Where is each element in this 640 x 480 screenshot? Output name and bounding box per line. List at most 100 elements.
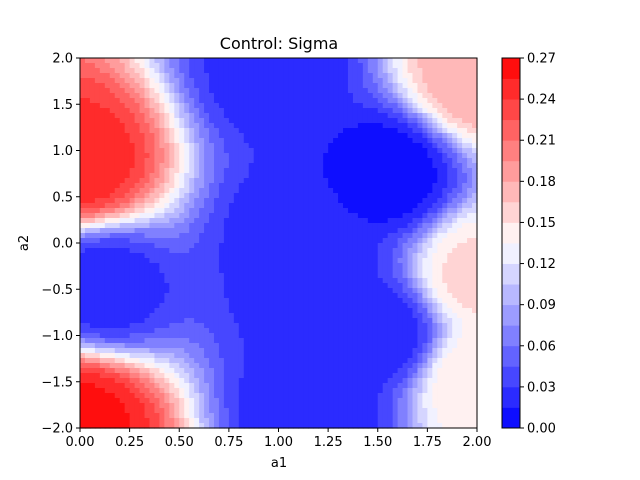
contour-cell bbox=[382, 263, 389, 269]
contour-cell bbox=[338, 283, 344, 289]
contour-cell bbox=[343, 298, 349, 304]
contour-cell bbox=[392, 68, 399, 74]
contour-cell bbox=[367, 168, 374, 174]
contour-cell bbox=[89, 193, 96, 199]
contour-cell bbox=[407, 198, 414, 204]
contour-cell bbox=[134, 153, 141, 159]
contour-cell bbox=[308, 163, 314, 169]
contour-cell bbox=[397, 218, 404, 224]
contour-cell bbox=[417, 228, 424, 234]
contour-cell bbox=[263, 178, 270, 184]
contour-cell bbox=[437, 283, 443, 289]
contour-cell bbox=[154, 143, 160, 149]
contour-cell bbox=[233, 298, 240, 304]
contour-cell bbox=[338, 238, 344, 244]
contour-cell bbox=[139, 308, 146, 314]
contour-cell bbox=[154, 198, 160, 204]
contour-cell bbox=[204, 243, 210, 249]
contour-cell bbox=[278, 93, 285, 99]
contour-cell bbox=[333, 288, 339, 294]
contour-cell bbox=[472, 118, 478, 124]
contour-cell bbox=[174, 343, 180, 349]
contour-cell bbox=[80, 308, 86, 314]
contour-cell bbox=[323, 293, 329, 299]
contour-cell bbox=[407, 103, 414, 109]
contour-cell bbox=[99, 343, 106, 349]
contour-cell bbox=[387, 233, 394, 239]
contour-cell bbox=[377, 298, 384, 304]
contour-cell bbox=[179, 178, 185, 184]
contour-cell bbox=[84, 153, 91, 159]
contour-cell bbox=[223, 93, 230, 99]
contour-cell bbox=[278, 248, 285, 254]
contour-cell bbox=[84, 193, 91, 199]
contour-cell bbox=[248, 318, 255, 324]
contour-cell bbox=[308, 143, 314, 149]
contour-cell bbox=[149, 343, 156, 349]
contour-cell bbox=[263, 333, 270, 339]
contour-cell bbox=[357, 163, 364, 169]
contour-cell bbox=[313, 318, 319, 324]
contour-cell bbox=[283, 88, 290, 94]
contour-cell bbox=[377, 208, 384, 214]
contour-cell bbox=[313, 118, 319, 124]
contour-cell bbox=[333, 203, 339, 209]
contour-cell bbox=[209, 238, 215, 244]
contour-cell bbox=[377, 328, 384, 334]
contour-cell bbox=[134, 198, 141, 204]
contour-cell bbox=[218, 173, 225, 179]
contour-cell bbox=[223, 318, 230, 324]
contour-cell bbox=[447, 243, 453, 249]
contour-cell bbox=[392, 183, 399, 189]
contour-cell bbox=[382, 303, 389, 309]
contour-cell bbox=[84, 133, 91, 139]
contour-cell bbox=[129, 138, 136, 144]
contour-cell bbox=[119, 333, 126, 339]
contour-cell bbox=[89, 293, 96, 299]
contour-cell bbox=[109, 83, 116, 89]
contour-cell bbox=[283, 358, 290, 364]
contour-cell bbox=[273, 68, 280, 74]
contour-cell bbox=[318, 133, 324, 139]
contour-cell bbox=[209, 128, 215, 134]
contour-cell bbox=[343, 348, 349, 354]
contour-cell bbox=[427, 158, 433, 164]
contour-cell bbox=[278, 153, 285, 159]
contour-cell bbox=[114, 348, 121, 354]
contour-cell bbox=[328, 88, 334, 94]
contour-cell bbox=[119, 358, 126, 364]
contour-cell bbox=[427, 133, 433, 139]
contour-cell bbox=[377, 268, 384, 274]
contour-cell bbox=[467, 63, 473, 69]
contour-cell bbox=[338, 193, 344, 199]
contour-cell bbox=[174, 358, 180, 364]
contour-cell bbox=[422, 243, 428, 249]
contour-cell bbox=[278, 223, 285, 229]
contour-cell bbox=[273, 288, 280, 294]
contour-cell bbox=[189, 343, 195, 349]
contour-cell bbox=[80, 313, 86, 319]
contour-cell bbox=[347, 78, 354, 84]
contour-cell bbox=[462, 158, 468, 164]
contour-cell bbox=[437, 333, 443, 339]
contour-cell bbox=[407, 58, 414, 64]
contour-cell bbox=[154, 118, 160, 124]
contour-cell bbox=[357, 208, 364, 214]
contour-cell bbox=[343, 308, 349, 314]
contour-cell bbox=[452, 128, 458, 134]
contour-cell bbox=[447, 203, 453, 209]
contour-cell bbox=[223, 268, 230, 274]
contour-cell bbox=[328, 208, 334, 214]
contour-cell bbox=[377, 148, 384, 154]
contour-cell bbox=[134, 108, 141, 114]
contour-cell bbox=[104, 313, 111, 319]
contour-cell bbox=[144, 363, 151, 369]
contour-cell bbox=[84, 103, 91, 109]
contour-cell bbox=[248, 168, 255, 174]
contour-cell bbox=[104, 158, 111, 164]
contour-cell bbox=[164, 278, 170, 284]
contour-cell bbox=[119, 258, 126, 264]
contour-cell bbox=[447, 178, 453, 184]
contour-cell bbox=[402, 283, 409, 289]
contour-cell bbox=[80, 338, 86, 344]
